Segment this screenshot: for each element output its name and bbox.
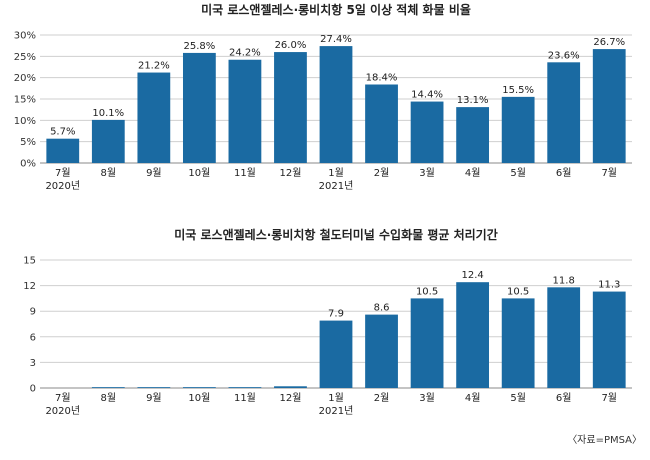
data-label: 26.0% [275, 40, 307, 51]
bar [319, 46, 353, 163]
chart-title: 미국 로스앤젤레스·롱비치항 철도터미널 수입화물 평균 처리기간 [174, 227, 498, 242]
data-label: 13.1% [457, 95, 489, 106]
chart-title: 미국 로스앤젤레스·롱비치항 5일 이상 적체 화물 비율 [201, 2, 471, 17]
bar [592, 291, 626, 388]
data-label: 10.5 [416, 286, 438, 297]
y-tick-label: 9 [30, 307, 36, 318]
x-tick-label: 11월 [234, 167, 256, 179]
bar [547, 62, 581, 163]
x-tick-label: 8월 [101, 167, 117, 179]
y-tick-label: 6 [30, 332, 36, 343]
x-tick-label: 1월 [328, 167, 344, 179]
x-tick-label: 8월 [101, 392, 117, 404]
x-tick-label: 10월 [188, 167, 210, 179]
bar [592, 49, 626, 163]
bar [547, 287, 581, 388]
data-label: 18.4% [366, 72, 398, 83]
bar [456, 282, 490, 388]
source-note: 〈자료=PMSA〉 [567, 435, 642, 446]
data-label: 7.9 [328, 309, 344, 320]
data-label: 23.6% [548, 50, 580, 61]
bar [274, 386, 307, 388]
bar [182, 387, 216, 388]
bar [410, 298, 444, 388]
data-label: 25.8% [183, 41, 215, 52]
bar [228, 387, 262, 388]
data-label: 5.7% [50, 127, 75, 138]
x-tick-label: 3월 [419, 167, 435, 179]
data-label: 26.7% [593, 37, 625, 48]
bar [274, 52, 307, 163]
x-tick-label: 3월 [419, 392, 435, 404]
bar [365, 84, 398, 163]
data-label: 10.5 [507, 286, 529, 297]
x-year-label: 2021년 [319, 180, 354, 192]
data-label: 15.5% [502, 85, 534, 96]
x-tick-label: 2월 [374, 167, 390, 179]
x-tick-label: 7월 [55, 167, 71, 179]
x-tick-label: 11월 [234, 392, 256, 404]
y-tick-label: 5% [20, 137, 36, 148]
y-tick-label: 30% [14, 31, 36, 42]
data-label: 10.1% [92, 108, 124, 119]
bar [46, 138, 80, 163]
x-tick-label: 4월 [465, 392, 481, 404]
data-label: 11.3 [598, 280, 620, 291]
bar [501, 298, 535, 388]
bar [410, 101, 444, 163]
y-tick-label: 0 [30, 384, 36, 395]
x-tick-label: 5월 [510, 167, 526, 179]
data-label: 24.2% [229, 48, 261, 59]
bar [137, 72, 171, 163]
data-label: 11.8 [553, 275, 575, 286]
x-tick-label: 12월 [279, 392, 301, 404]
bar [91, 387, 125, 388]
y-tick-label: 15 [23, 256, 36, 267]
chart-rail-dwell-time: 미국 로스앤젤레스·롱비치항 철도터미널 수입화물 평균 처리기간 0 3 6 9 12 1… [23, 227, 632, 417]
x-tick-label: 4월 [465, 167, 481, 179]
x-year-label: 2021년 [319, 405, 354, 417]
x-tick-label: 7월 [55, 392, 71, 404]
x-tick-label: 1월 [328, 392, 344, 404]
y-tick-label: 15% [14, 95, 36, 106]
y-tick-label: 25% [14, 52, 36, 63]
x-tick-label: 6월 [556, 167, 572, 179]
y-tick-label: 0% [20, 159, 36, 170]
x-tick-label: 9월 [146, 392, 162, 404]
bar [182, 52, 216, 163]
x-tick-label: 2월 [374, 392, 390, 404]
data-label: 8.6 [374, 303, 390, 314]
data-label: 12.4 [461, 270, 483, 281]
x-year-label: 2020년 [45, 405, 80, 417]
bar [501, 96, 535, 163]
data-label: 21.2% [138, 61, 170, 72]
y-tick-label: 12 [23, 281, 36, 292]
x-tick-label: 6월 [556, 392, 572, 404]
bar [456, 107, 490, 163]
x-tick-label: 7월 [601, 167, 617, 179]
bar [319, 320, 353, 388]
x-tick-label: 9월 [146, 167, 162, 179]
y-tick-label: 20% [14, 73, 36, 84]
x-tick-label: 10월 [188, 392, 210, 404]
y-tick-label: 3 [30, 358, 36, 369]
data-label: 27.4% [320, 34, 352, 45]
x-tick-label: 5월 [510, 392, 526, 404]
bar [365, 314, 398, 388]
bar [228, 59, 262, 163]
bar [91, 119, 125, 163]
y-tick-label: 10% [14, 116, 36, 127]
x-tick-label: 7월 [601, 392, 617, 404]
x-year-label: 2020년 [45, 180, 80, 192]
chart-congestion-ratio: 미국 로스앤젤레스·롱비치항 5일 이상 적체 화물 비율 0% 5% 10% 15% 2… [14, 2, 632, 192]
x-tick-label: 12월 [279, 167, 301, 179]
bar [137, 387, 171, 388]
data-label: 14.4% [411, 90, 443, 101]
